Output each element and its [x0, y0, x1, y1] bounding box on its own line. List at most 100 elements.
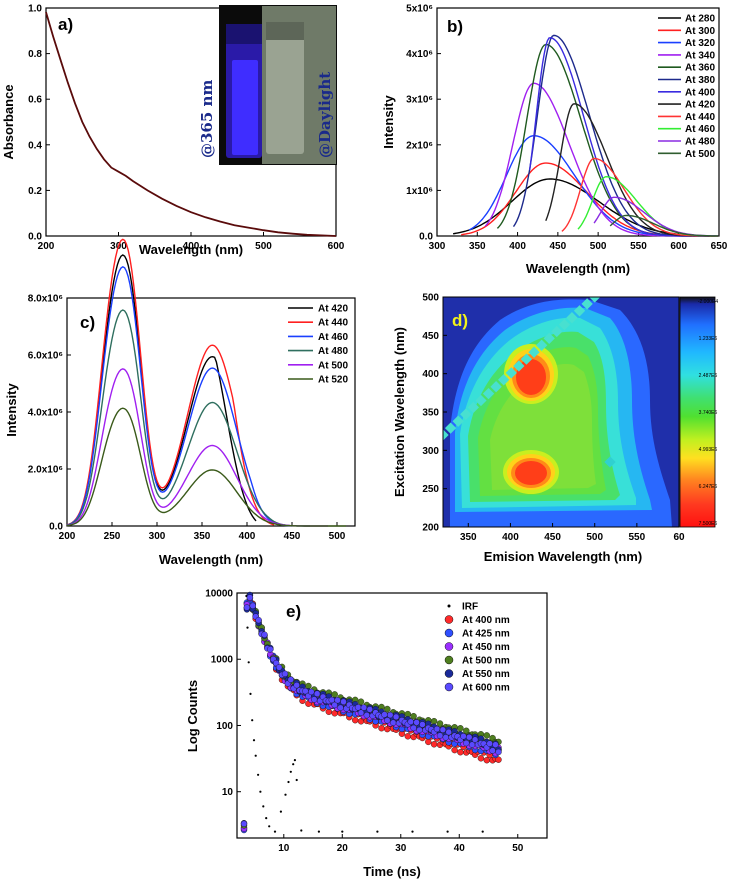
scatter-diagonal-mark [505, 367, 517, 379]
irf-point [446, 830, 449, 833]
irf-point [295, 778, 298, 782]
panel-e-ylabel: Log Counts [185, 680, 200, 752]
legend-label: At 380 [685, 75, 715, 86]
scatter-diagonal-mark [543, 332, 555, 345]
colorbar-label: -2.000E4 [698, 299, 719, 305]
decay-point [240, 820, 248, 827]
legend-label: At 440 [685, 112, 715, 123]
daylight-caption: @Daylight [316, 72, 334, 158]
absorbance-line [45, 11, 337, 237]
decay-point [451, 746, 458, 754]
vial-photo-inset: @365 nm @Daylight [198, 5, 337, 165]
y-tick-label: 500 [422, 293, 439, 304]
legend-label: At 600 nm [462, 683, 510, 694]
y-tick-label: 4.0x10⁶ [28, 408, 63, 419]
legend-label: At 340 [685, 50, 715, 61]
panel-b-ylabel: Intensity [381, 95, 396, 149]
panel-e: e) 10 20 30 40 50 10 100 1000 10000 IRF At 400 nm… [185, 589, 548, 879]
emission-line [609, 214, 719, 237]
colorbar-label: 1.233E6 [699, 336, 718, 342]
decay-point [243, 604, 251, 611]
legend-label: At 500 [685, 149, 715, 160]
decay-point [360, 704, 368, 711]
emission-line [561, 157, 719, 237]
legend-label: At 440 [318, 318, 348, 329]
y-tick-label: 450 [422, 331, 439, 342]
decay-point [419, 721, 426, 728]
scatter-diagonal-mark [475, 394, 487, 407]
panel-b-frame [436, 7, 720, 237]
decay-point [331, 701, 338, 709]
decay-point [463, 727, 470, 734]
irf-point [249, 692, 252, 696]
legend-marker [444, 642, 454, 651]
legend-label: At 360 [685, 63, 715, 74]
decay-point [483, 732, 490, 739]
x-tick-label: 300 [429, 241, 446, 252]
legend-label: At 500 [318, 360, 348, 371]
x-tick-label: 550 [629, 532, 646, 543]
panel-d-xlabel: Emision Wavelength (nm) [484, 549, 642, 564]
legend-label: At 425 nm [462, 629, 510, 640]
panel-a-label: a) [58, 15, 73, 34]
scatter-diagonal-mark [467, 401, 479, 414]
decay-point [410, 713, 417, 720]
decay-point [384, 717, 391, 724]
panel-c: c) 200 250 300 350 400 450 500 0.0 2.0x10⁶ 4.0x10… [4, 238, 356, 567]
panel-d-ylabel: Excitation Wavelength (nm) [392, 327, 407, 497]
panel-c-ylabel: Intensity [4, 383, 19, 437]
y-tick-label: 400 [422, 369, 439, 380]
y-tick-label: 5x10⁶ [406, 4, 433, 15]
decay-point [249, 602, 257, 609]
panel-c-frame [66, 297, 356, 527]
y-tick-label: 3x10⁶ [406, 95, 433, 106]
decay-point [483, 757, 490, 764]
decay-point [404, 733, 411, 740]
x-tick-label: 450 [550, 241, 567, 252]
decay-point [267, 646, 274, 653]
legend-marker [444, 682, 454, 692]
panel-c-label: c) [80, 313, 95, 332]
decay-point [390, 719, 397, 726]
y-tick-label: 2x10⁶ [406, 140, 433, 151]
decay-point [495, 748, 502, 756]
decay-point [466, 734, 473, 741]
x-tick-label: 500 [329, 531, 346, 542]
scatter-diagonal-mark [573, 305, 586, 317]
irf-point [262, 805, 265, 808]
legend-label: At 300 [685, 26, 715, 37]
decay-point [460, 733, 467, 740]
heatmap-contours [443, 297, 672, 527]
y-tick-label: 350 [422, 408, 439, 419]
decay-point [366, 706, 373, 713]
x-tick-label: 250 [104, 531, 121, 542]
irf-point [246, 626, 249, 629]
legend-label: IRF [462, 602, 478, 613]
decay-point [392, 713, 400, 721]
x-tick-label: 600 [328, 241, 345, 252]
y-tick-label: 100 [216, 721, 233, 732]
decay-point [387, 711, 394, 719]
x-tick-label: 450 [544, 532, 561, 543]
x-tick-label: 200 [59, 531, 76, 542]
legend-label: At 320 [685, 38, 715, 49]
scatter-diagonal-mark [460, 408, 472, 420]
irf-point [317, 830, 320, 833]
decay-point [334, 697, 341, 704]
decay-point [275, 664, 283, 671]
y-tick-label: 0.4 [28, 140, 42, 151]
legend-label: At 550 nm [462, 669, 510, 680]
x-tick-label: 350 [194, 531, 211, 542]
y-tick-label: 250 [422, 484, 439, 495]
excitation-line [66, 265, 293, 527]
excitation-line [66, 407, 346, 527]
scatter-diagonal-mark [490, 381, 502, 393]
x-tick-label: 500 [255, 241, 272, 252]
decay-point [311, 696, 318, 703]
scatter-diagonal-mark [452, 415, 464, 427]
decay-point [308, 688, 315, 696]
y-tick-label: 0.0 [419, 232, 433, 243]
irf-point [341, 830, 344, 833]
decay-point [281, 670, 289, 677]
decay-point [436, 732, 444, 739]
